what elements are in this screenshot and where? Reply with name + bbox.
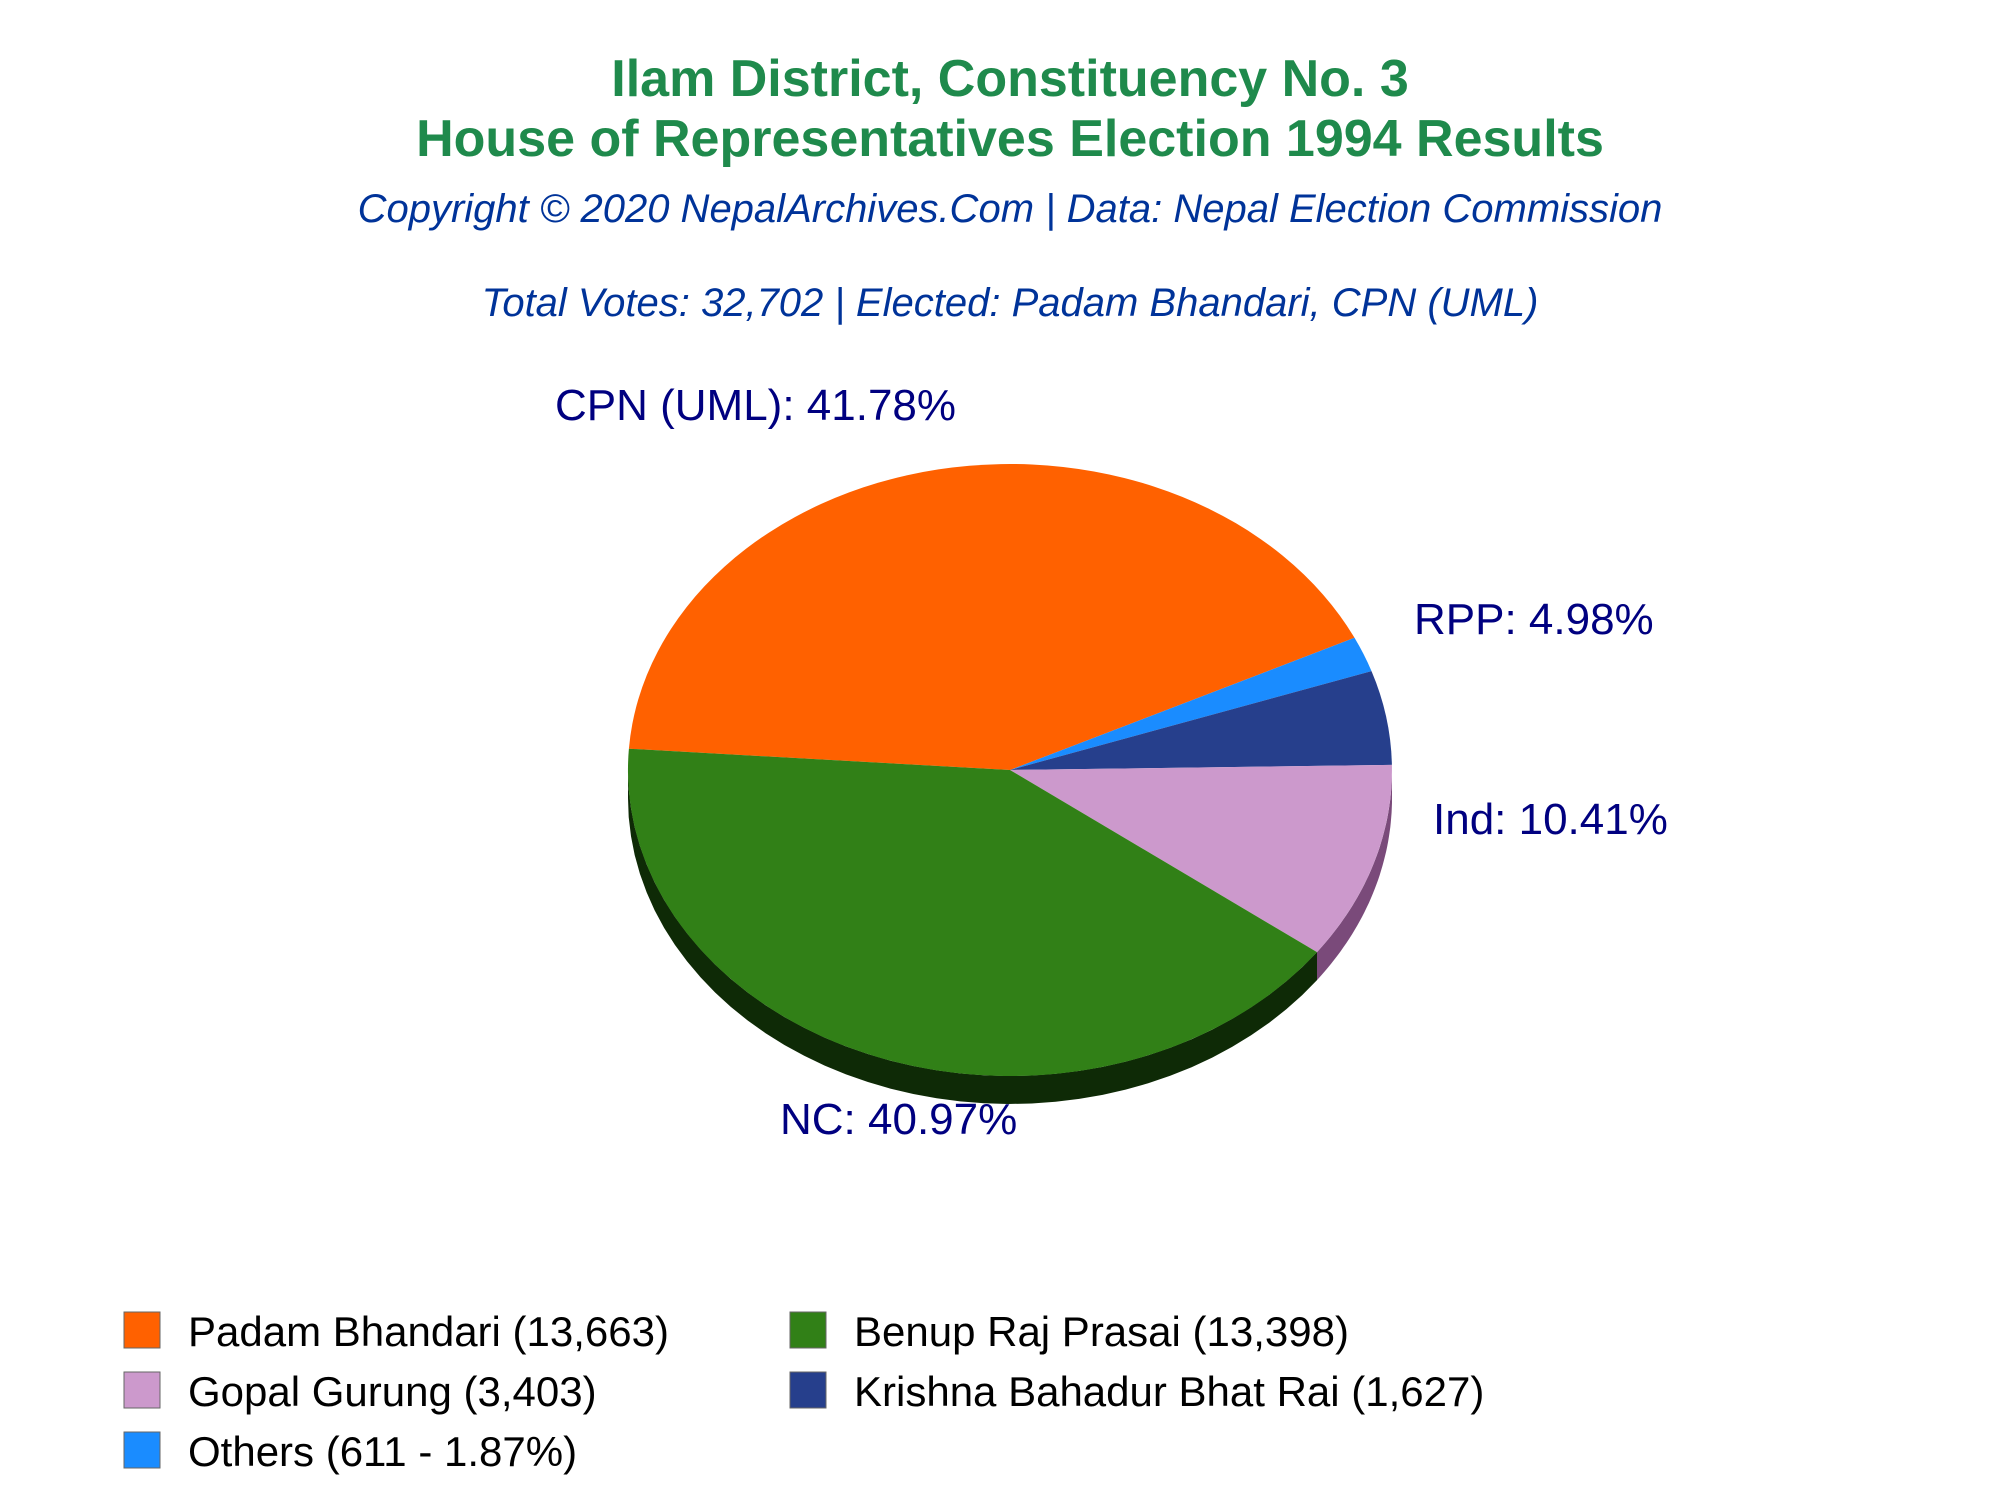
slice-label-nc: NC: 40.97% xyxy=(780,1095,1017,1144)
legend-swatch-nc xyxy=(789,1311,827,1349)
legend-label-rpp: Krishna Bahadur Bhat Rai (1,627) xyxy=(854,1368,1484,1415)
pie-labels: CPN (UML): 41.78% NC: 40.97% Ind: 10.41% RP… xyxy=(555,381,1668,1144)
legend: Padam Bhandari (13,663) Benup Raj Prasai … xyxy=(123,1308,1484,1475)
slice-label-rpp: RPP: 4.98% xyxy=(1414,595,1654,644)
chart-title-line2: House of Representatives Election 1994 R… xyxy=(416,110,1604,168)
pie-side-ind xyxy=(1317,770,1392,981)
pie-top xyxy=(627,463,1392,1077)
legend-swatch-others xyxy=(123,1431,161,1469)
legend-swatch-ind xyxy=(123,1371,161,1409)
pie-slice-nc xyxy=(627,748,1317,1077)
legend-label-cpn-uml-: Padam Bhandari (13,663) xyxy=(188,1308,669,1355)
slice-label-ind: Ind: 10.41% xyxy=(1433,795,1668,844)
legend-label-ind: Gopal Gurung (3,403) xyxy=(188,1368,597,1415)
slice-label-cpn-uml-: CPN (UML): 41.78% xyxy=(555,381,956,430)
legend-label-others: Others (611 - 1.87%) xyxy=(188,1428,577,1475)
pie-depth xyxy=(628,770,1392,1104)
chart-title-line1: Ilam District, Constituency No. 3 xyxy=(611,50,1409,108)
pie-slice-ind xyxy=(1010,764,1392,953)
legend-swatch-rpp xyxy=(789,1371,827,1409)
legend-swatch-cpn-uml- xyxy=(123,1311,161,1349)
pie-slice-others xyxy=(1010,637,1372,770)
chart-summary: Total Votes: 32,702 | Elected: Padam Bha… xyxy=(482,281,1539,325)
pie-slice-rpp xyxy=(1010,671,1392,770)
pie-slice-cpn-uml- xyxy=(628,463,1355,770)
legend-label-nc: Benup Raj Prasai (13,398) xyxy=(854,1308,1349,1355)
chart-subtitle: Copyright © 2020 NepalArchives.Com | Dat… xyxy=(358,187,1663,231)
